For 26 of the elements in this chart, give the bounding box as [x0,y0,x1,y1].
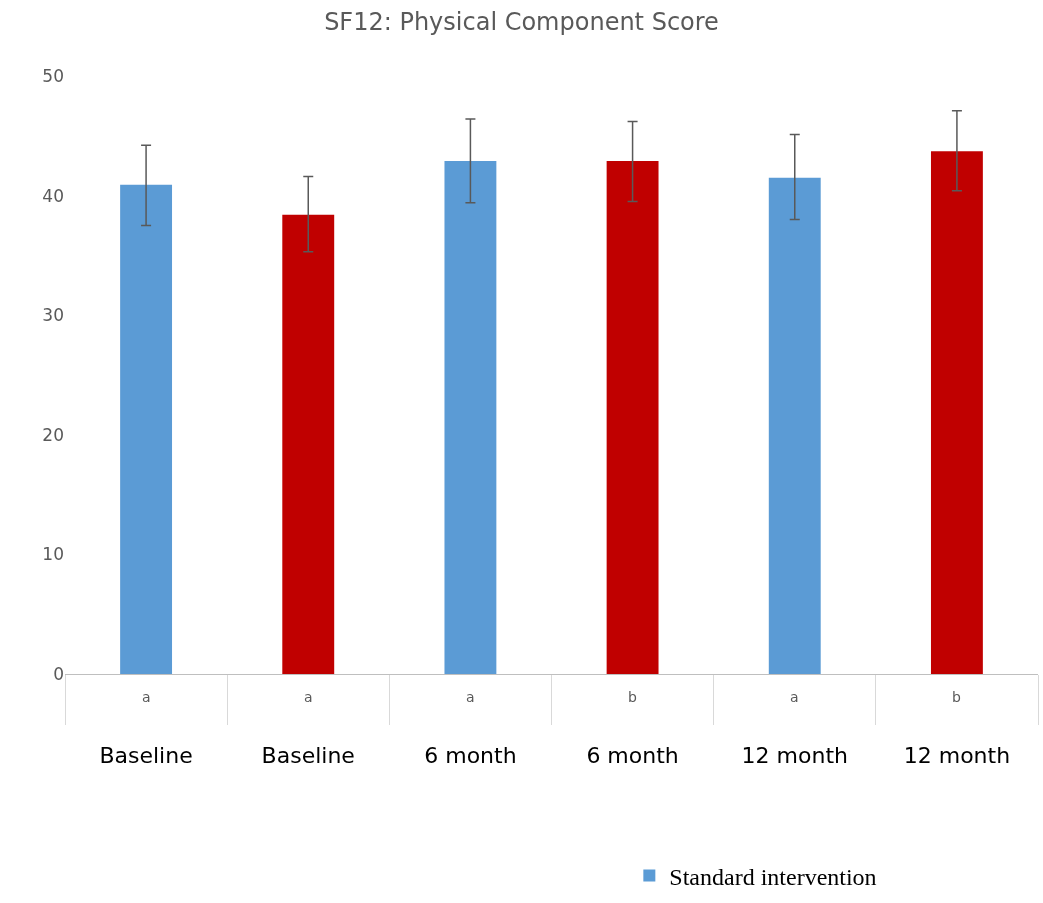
y-tick-label: 20 [42,424,64,445]
bar [120,184,173,674]
text: b [628,689,637,705]
x-tick-label: Baseline [99,743,193,769]
text: a [304,689,313,705]
text: a [142,689,151,705]
y-tick-label: 30 [42,305,64,326]
y-tick-label: 40 [42,185,64,206]
x-tick-label: 12 month [741,743,848,769]
bar [444,160,497,674]
text: a [466,689,475,705]
y-tick-label: 0 [53,663,64,684]
text: a [790,689,799,705]
x-tick-label: 6 month [424,743,517,769]
y-tick-label: 50 [42,65,64,86]
bar [768,177,821,674]
x-tick-label: 12 month [903,743,1011,769]
chart-title: SF12: Physical Component Score [324,8,719,37]
x-tick-label: Baseline [261,743,355,769]
legend-label: Standard intervention [669,863,877,890]
bar [282,214,335,674]
text: b [952,689,961,705]
y-tick-label: 10 [42,544,64,565]
bar [930,151,983,674]
bar [606,160,659,674]
x-tick-label: 6 month [586,743,679,769]
